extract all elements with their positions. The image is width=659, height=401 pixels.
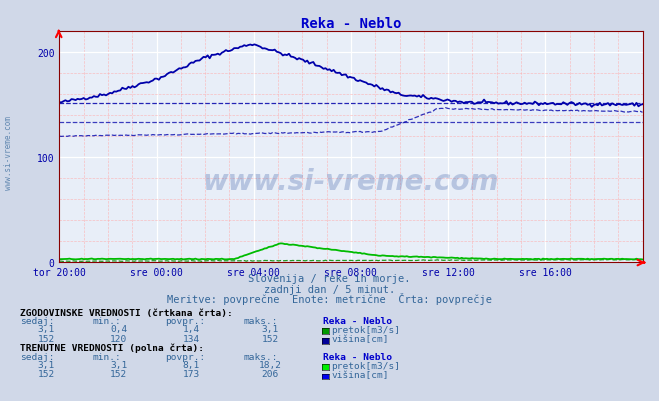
- Text: 8,1: 8,1: [183, 360, 200, 369]
- Text: 3,1: 3,1: [262, 324, 279, 333]
- Text: pretok[m3/s]: pretok[m3/s]: [331, 325, 401, 334]
- Text: zadnji dan / 5 minut.: zadnji dan / 5 minut.: [264, 284, 395, 294]
- Text: min.:: min.:: [92, 352, 121, 361]
- Text: višina[cm]: višina[cm]: [331, 371, 389, 379]
- Text: sedaj:: sedaj:: [20, 316, 54, 325]
- Text: min.:: min.:: [92, 316, 121, 325]
- Text: Reka - Neblo: Reka - Neblo: [323, 352, 392, 361]
- Text: višina[cm]: višina[cm]: [331, 335, 389, 344]
- Text: TRENUTNE VREDNOSTI (polna črta):: TRENUTNE VREDNOSTI (polna črta):: [20, 343, 204, 352]
- Text: 173: 173: [183, 370, 200, 379]
- Text: 120: 120: [110, 334, 127, 343]
- Text: www.si-vreme.com: www.si-vreme.com: [4, 115, 13, 189]
- Text: 3,1: 3,1: [38, 360, 55, 369]
- Title: Reka - Neblo: Reka - Neblo: [301, 17, 401, 31]
- Text: 152: 152: [262, 334, 279, 343]
- Text: pretok[m3/s]: pretok[m3/s]: [331, 361, 401, 370]
- Text: povpr.:: povpr.:: [165, 316, 205, 325]
- Text: 3,1: 3,1: [110, 360, 127, 369]
- Text: Reka - Neblo: Reka - Neblo: [323, 316, 392, 325]
- Text: 0,4: 0,4: [110, 324, 127, 333]
- Text: 152: 152: [38, 334, 55, 343]
- Text: maks.:: maks.:: [244, 316, 278, 325]
- Text: 206: 206: [262, 370, 279, 379]
- Text: 134: 134: [183, 334, 200, 343]
- Text: 1,4: 1,4: [183, 324, 200, 333]
- Text: 3,1: 3,1: [38, 324, 55, 333]
- Text: 18,2: 18,2: [259, 360, 281, 369]
- Text: Slovenija / reke in morje.: Slovenija / reke in morje.: [248, 273, 411, 284]
- Text: www.si-vreme.com: www.si-vreme.com: [203, 168, 499, 196]
- Text: sedaj:: sedaj:: [20, 352, 54, 361]
- Text: ZGODOVINSKE VREDNOSTI (črtkana črta):: ZGODOVINSKE VREDNOSTI (črtkana črta):: [20, 308, 233, 317]
- Text: povpr.:: povpr.:: [165, 352, 205, 361]
- Text: Meritve: povprečne  Enote: metrične  Črta: povprečje: Meritve: povprečne Enote: metrične Črta:…: [167, 292, 492, 304]
- Text: 152: 152: [110, 370, 127, 379]
- Text: maks.:: maks.:: [244, 352, 278, 361]
- Text: 152: 152: [38, 370, 55, 379]
